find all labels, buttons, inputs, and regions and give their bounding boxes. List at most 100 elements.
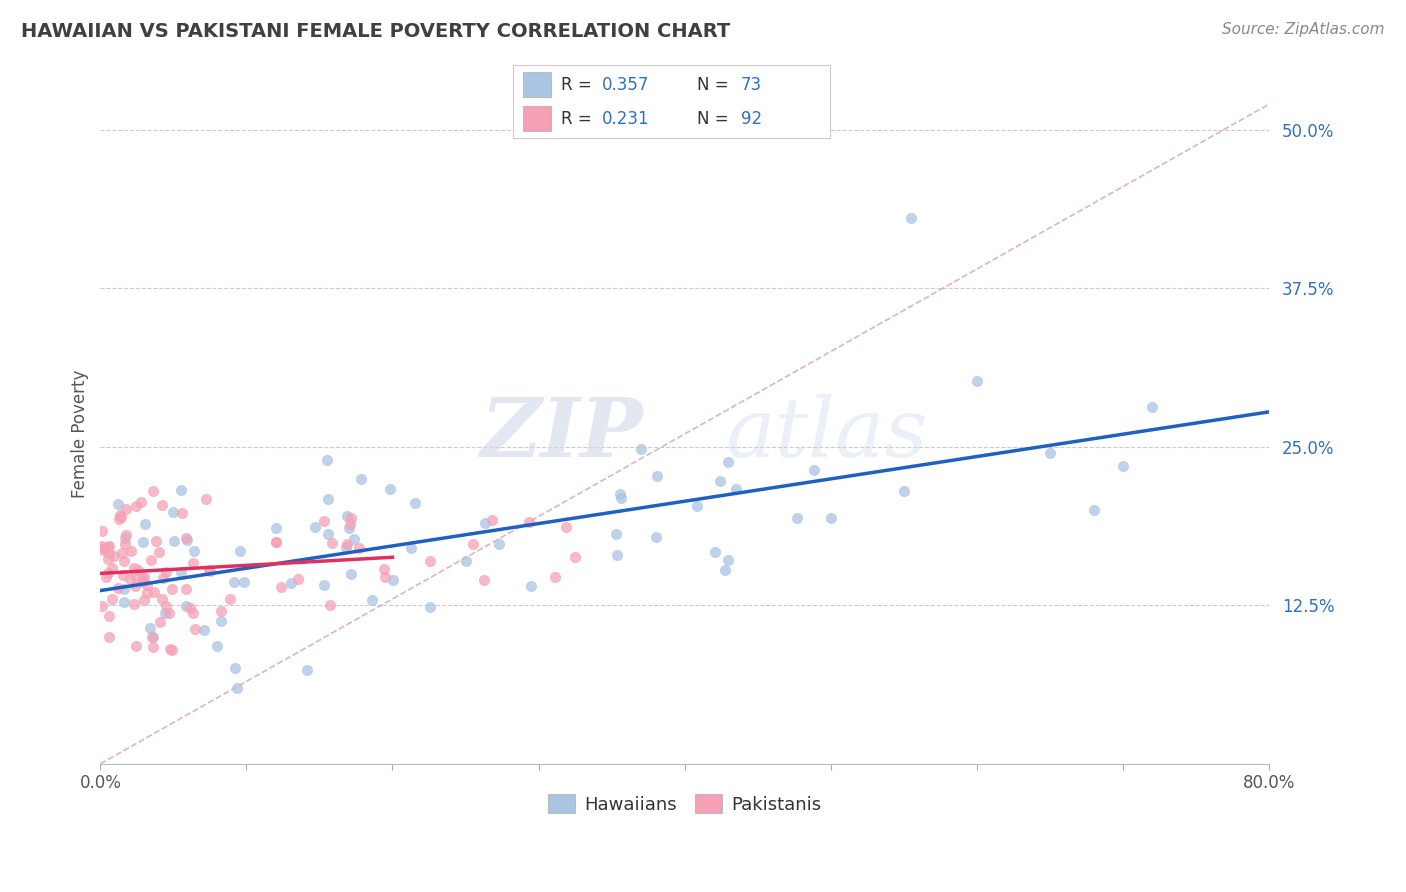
Point (141, 630, 163, 644)
Point (314, 514, 336, 528)
Point (108, 512, 131, 526)
Point (163, 533, 186, 548)
Point (135, 577, 157, 591)
Point (336, 509, 359, 524)
Point (312, 578, 335, 592)
Text: ZIP: ZIP (481, 394, 644, 474)
Point (264, 521, 287, 535)
Point (139, 621, 162, 635)
Point (380, 482, 402, 496)
Point (142, 640, 165, 654)
Text: Source: ZipAtlas.com: Source: ZipAtlas.com (1222, 22, 1385, 37)
Point (349, 541, 371, 555)
Point (103, 549, 125, 563)
Point (120, 543, 142, 558)
Point (232, 574, 254, 589)
Point (134, 593, 156, 607)
Text: atlas: atlas (725, 394, 928, 474)
Legend: Hawaiians, Pakistanis: Hawaiians, Pakistanis (541, 787, 828, 821)
Point (193, 623, 215, 637)
Point (125, 499, 148, 513)
Point (96, 569, 118, 583)
Point (149, 615, 172, 629)
Point (264, 535, 287, 549)
Point (337, 521, 360, 535)
Point (207, 639, 229, 653)
Point (893, 483, 915, 498)
Point (174, 599, 197, 614)
Point (132, 535, 155, 549)
Point (474, 516, 496, 530)
Bar (523, 106, 551, 131)
Point (520, 579, 543, 593)
Point (316, 491, 339, 506)
Text: 73: 73 (741, 76, 762, 94)
Point (162, 643, 184, 657)
Point (124, 579, 146, 593)
Point (209, 604, 232, 618)
Point (374, 570, 396, 584)
Point (124, 567, 146, 582)
Point (350, 472, 373, 486)
Point (91, 543, 114, 558)
Point (172, 506, 194, 520)
Point (224, 661, 246, 675)
Point (900, 211, 922, 226)
Point (142, 630, 165, 644)
Point (264, 535, 287, 549)
Point (786, 510, 808, 524)
Point (229, 543, 252, 558)
Point (179, 601, 201, 615)
Bar (523, 72, 551, 97)
Text: R =: R = (561, 76, 596, 94)
Point (114, 531, 136, 545)
Point (717, 553, 740, 567)
Point (966, 375, 988, 389)
Point (343, 533, 366, 547)
Point (606, 548, 628, 562)
Point (112, 582, 135, 597)
Point (336, 537, 359, 551)
Y-axis label: Female Poverty: Female Poverty (72, 370, 89, 499)
Point (93, 541, 115, 556)
Point (108, 508, 131, 522)
Point (97, 566, 120, 581)
Point (1140, 401, 1163, 415)
Point (159, 641, 181, 656)
Point (340, 511, 363, 525)
Point (131, 574, 153, 588)
Point (97, 552, 120, 566)
Point (340, 566, 363, 581)
Point (803, 462, 825, 476)
Point (564, 549, 586, 564)
Point (112, 554, 135, 568)
Point (195, 492, 218, 507)
Point (112, 595, 135, 609)
Point (97, 539, 120, 553)
Point (703, 545, 725, 559)
Text: 0.231: 0.231 (602, 110, 650, 128)
Point (382, 573, 405, 587)
Point (162, 582, 184, 596)
Point (339, 516, 361, 531)
Point (181, 606, 204, 620)
Point (141, 553, 163, 567)
Point (111, 546, 134, 560)
Point (198, 563, 221, 577)
Point (170, 566, 193, 580)
Point (399, 541, 422, 555)
Point (112, 567, 135, 582)
Point (101, 591, 124, 606)
Point (419, 554, 441, 568)
Point (686, 499, 709, 513)
Point (454, 554, 477, 568)
Point (155, 566, 177, 580)
Text: N =: N = (697, 76, 734, 94)
Point (90, 599, 112, 613)
Point (155, 599, 177, 613)
Point (224, 574, 246, 589)
Text: HAWAIIAN VS PAKISTANI FEMALE POVERTY CORRELATION CHART: HAWAIIAN VS PAKISTANI FEMALE POVERTY COR… (21, 22, 730, 41)
Point (373, 562, 395, 576)
Point (127, 563, 149, 577)
Point (1039, 446, 1062, 460)
